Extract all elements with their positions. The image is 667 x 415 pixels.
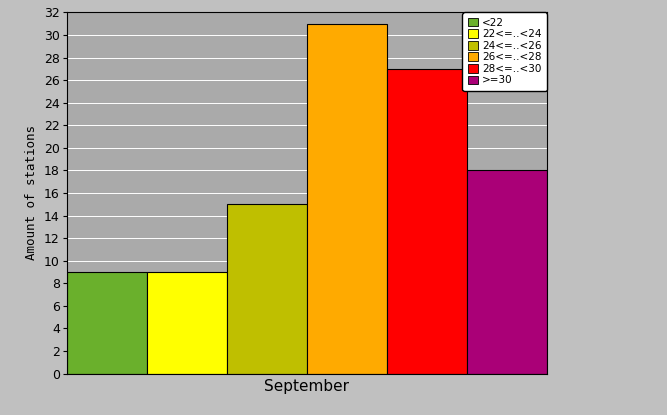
Bar [307, 24, 387, 374]
Bar [467, 171, 547, 374]
Y-axis label: Amount of stations: Amount of stations [25, 125, 38, 261]
X-axis label: September: September [264, 379, 350, 394]
Legend: <22, 22<=..<24, 24<=..<26, 26<=..<28, 28<=..<30, >=30: <22, 22<=..<24, 24<=..<26, 26<=..<28, 28… [462, 12, 547, 91]
Bar [67, 272, 147, 374]
Bar [227, 204, 307, 374]
Bar [387, 69, 467, 374]
Bar [147, 272, 227, 374]
